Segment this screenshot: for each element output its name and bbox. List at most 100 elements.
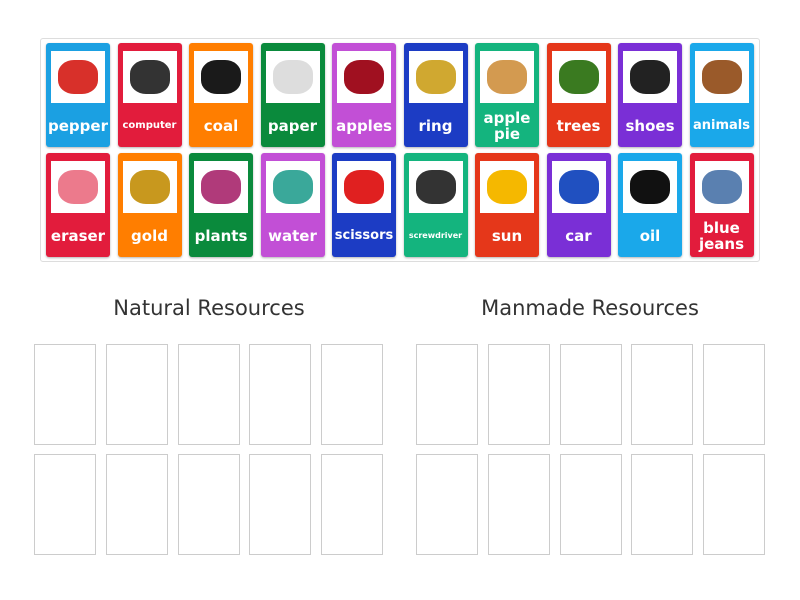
coal-image-shape [201, 60, 241, 94]
apples-image [337, 51, 391, 103]
card-computer[interactable]: computer [117, 43, 182, 147]
card-oil[interactable]: oil [618, 153, 682, 257]
card-label: apples [336, 117, 392, 135]
card-screwdriver[interactable]: screwdriver [403, 153, 468, 257]
natural-drop-slot[interactable] [177, 454, 240, 555]
manmade-drop-slot[interactable] [487, 454, 550, 555]
eraser-image [51, 161, 105, 213]
card-label: sun [491, 227, 523, 245]
manmade-drop-slot[interactable] [703, 454, 766, 555]
card-car[interactable]: car [546, 153, 611, 257]
ring-image [408, 51, 463, 103]
natural-drop-slot[interactable] [177, 344, 240, 445]
card-label: ring [418, 117, 453, 135]
card-label: apple pie [483, 109, 531, 143]
card-label: oil [639, 227, 661, 245]
manmade-drop-slot[interactable] [487, 344, 550, 445]
manmade-drop-slot[interactable] [703, 344, 766, 445]
apple-pie-image-shape [487, 60, 527, 94]
card-blue-jeans[interactable]: blue jeans [689, 153, 754, 257]
group-title-manmade: Manmade Resources [481, 296, 699, 320]
natural-drop-slot[interactable] [105, 454, 168, 555]
card-ring[interactable]: ring [403, 43, 468, 147]
oil-barrels-image-shape [630, 170, 670, 204]
card-bank: pepper computer coal paper apples ring apple p… [40, 38, 760, 262]
manmade-drop-slot[interactable] [631, 454, 694, 555]
natural-drop-slot[interactable] [34, 344, 96, 445]
card-label: blue jeans [698, 219, 745, 253]
coal-image [194, 51, 248, 103]
apples-image-shape [344, 60, 384, 94]
jeans-image-shape [701, 170, 742, 204]
scissors-image [337, 161, 391, 213]
card-coal[interactable]: coal [189, 43, 253, 147]
card-label: gold [131, 227, 168, 245]
card-sun[interactable]: sun [475, 153, 539, 257]
card-label: eraser [50, 227, 106, 245]
manmade-drop-slot[interactable] [559, 344, 622, 445]
scissors-image-shape [344, 170, 384, 204]
card-trees[interactable]: trees [546, 43, 611, 147]
sun-image [480, 161, 534, 213]
card-label: computer [122, 120, 177, 131]
screwdriver-image-shape [415, 170, 456, 204]
tree-image [551, 51, 606, 103]
paper-image-shape [272, 60, 313, 94]
card-label: scissors [334, 228, 394, 243]
card-plants[interactable]: plants [189, 153, 253, 257]
card-water[interactable]: water [260, 153, 325, 257]
card-label: pepper [48, 117, 108, 135]
card-eraser[interactable]: eraser [46, 153, 110, 257]
plants-image-shape [201, 170, 241, 204]
animals-image [694, 51, 749, 103]
shoes-image-shape [630, 60, 670, 94]
group-title-natural: Natural Resources [113, 296, 305, 320]
card-label: animals [693, 118, 750, 133]
card-label: coal [203, 117, 239, 135]
card-label: paper [267, 117, 318, 135]
pepper-image [51, 51, 105, 103]
gold-image [122, 161, 177, 213]
oil-barrels-image [623, 161, 677, 213]
animals-image-shape [701, 60, 742, 94]
manmade-drop-slot[interactable] [559, 454, 622, 555]
card-label: shoes [625, 117, 675, 135]
car-image-shape [558, 170, 599, 204]
card-label: car [565, 227, 592, 245]
computer-image [122, 51, 177, 103]
manmade-drop-slot[interactable] [416, 344, 478, 445]
card-pepper[interactable]: pepper [46, 43, 110, 147]
gold-image-shape [129, 170, 170, 204]
natural-drop-slot[interactable] [249, 454, 312, 555]
card-gold[interactable]: gold [117, 153, 182, 257]
card-label: plants [194, 227, 248, 245]
tree-image-shape [558, 60, 599, 94]
manmade-drop-slot[interactable] [631, 344, 694, 445]
natural-drop-slot[interactable] [321, 454, 384, 555]
natural-drop-slot[interactable] [105, 344, 168, 445]
eraser-image-shape [58, 170, 98, 204]
card-scissors[interactable]: scissors [332, 153, 396, 257]
screwdriver-image [408, 161, 463, 213]
card-apples[interactable]: apples [332, 43, 396, 147]
sun-image-shape [487, 170, 527, 204]
computer-image-shape [129, 60, 170, 94]
natural-drop-slot[interactable] [34, 454, 96, 555]
card-paper[interactable]: paper [260, 43, 325, 147]
natural-drop-slot[interactable] [321, 344, 384, 445]
card-animals[interactable]: animals [689, 43, 754, 147]
card-label: water [268, 227, 317, 245]
jeans-image [694, 161, 749, 213]
card-apple-pie[interactable]: apple pie [475, 43, 539, 147]
shoes-image [623, 51, 677, 103]
paper-image [265, 51, 320, 103]
manmade-drop-slot[interactable] [416, 454, 478, 555]
natural-drop-slot[interactable] [249, 344, 312, 445]
car-image [551, 161, 606, 213]
water-image-shape [272, 170, 313, 204]
card-shoes[interactable]: shoes [618, 43, 682, 147]
ring-image-shape [415, 60, 456, 94]
card-label: screwdriver [408, 231, 463, 240]
pepper-image-shape [58, 60, 98, 94]
water-image [265, 161, 320, 213]
